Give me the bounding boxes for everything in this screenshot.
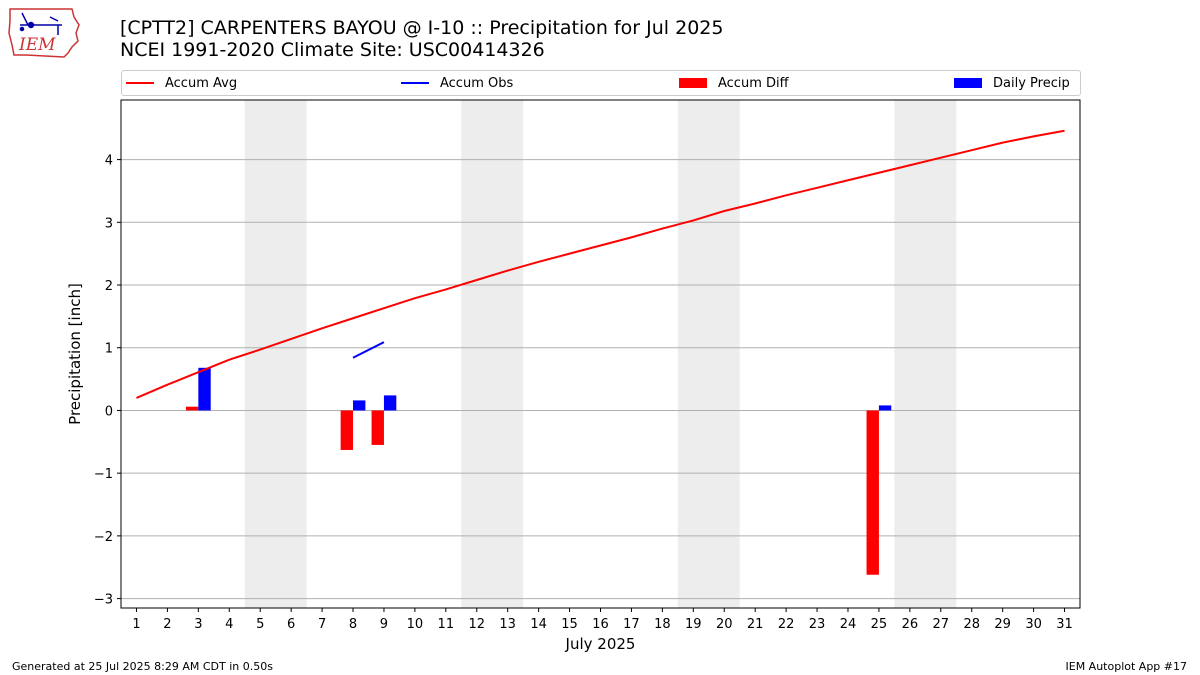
logo-text: IEM	[18, 35, 56, 55]
x-tick-label: 9	[380, 617, 388, 632]
legend-item-daily-precip: Daily Precip	[954, 71, 1070, 95]
x-tick-label: 19	[685, 617, 702, 632]
x-tick-label: 17	[623, 617, 640, 632]
daily-precip-bar	[878, 405, 892, 411]
x-tick-label: 22	[778, 617, 795, 632]
y-tick-label: −2	[94, 530, 113, 545]
legend-label-accum-avg: Accum Avg	[165, 75, 238, 91]
footer-app: IEM Autoplot App #17	[1065, 660, 1188, 673]
x-tick-label: 6	[287, 617, 295, 632]
iowa-outline-icon	[8, 8, 80, 58]
legend-label-daily-precip: Daily Precip	[993, 75, 1070, 91]
chart-title: [CPTT2] CARPENTERS BAYOU @ I-10 :: Preci…	[120, 17, 724, 39]
weekend-shading	[244, 100, 957, 608]
iem-logo: IEM	[8, 8, 80, 58]
legend-item-accum-avg: Accum Avg	[126, 71, 237, 95]
x-tick-label: 25	[871, 617, 888, 632]
x-axis-ticks: 1 2 3 4 5 6 7 8 9 10 11 12 13 14 15 16 17 18 19 20 21 22 23 24 2…	[132, 608, 1073, 632]
x-tick-label: 27	[933, 617, 950, 632]
daily-precip-bar	[383, 395, 397, 411]
y-tick-label: 2	[105, 279, 113, 294]
x-tick-label: 23	[809, 617, 826, 632]
x-tick-label: 12	[468, 617, 485, 632]
chart-subtitle: NCEI 1991-2020 Climate Site: USC00414326	[120, 39, 545, 61]
accum-diff-bar	[185, 406, 199, 411]
x-tick-label: 20	[716, 617, 733, 632]
y-tick-label: −1	[94, 467, 113, 482]
x-tick-label: 1	[132, 617, 140, 632]
x-tick-label: 21	[747, 617, 764, 632]
y-tick-label: 3	[105, 216, 113, 231]
x-tick-label: 13	[499, 617, 516, 632]
y-gridlines	[121, 159, 1080, 600]
x-tick-label: 2	[163, 617, 171, 632]
x-tick-label: 5	[256, 617, 264, 632]
x-tick-label: 26	[902, 617, 919, 632]
footer-generated: Generated at 25 Jul 2025 8:29 AM CDT in …	[12, 660, 273, 673]
accum-diff-bar	[340, 410, 354, 450]
x-tick-label: 28	[963, 617, 980, 632]
x-tick-label: 7	[318, 617, 326, 632]
legend-swatch-daily-precip	[954, 78, 982, 88]
x-tick-label: 30	[1025, 617, 1042, 632]
daily-precip-bar	[198, 367, 211, 411]
legend-swatch-accum-obs	[401, 82, 429, 84]
accum-diff-bar	[371, 410, 384, 445]
x-tick-label: 10	[407, 617, 424, 632]
legend-swatch-accum-diff	[679, 78, 707, 88]
y-axis-label: Precipitation [inch]	[66, 283, 84, 425]
accum-obs-line	[352, 341, 385, 359]
y-tick-label: 0	[105, 404, 113, 419]
legend: Accum Avg Accum Obs Accum Diff Daily Pre…	[121, 70, 1081, 96]
weekend-band	[677, 100, 740, 608]
x-tick-label: 14	[530, 617, 547, 632]
y-tick-label: 1	[105, 342, 113, 357]
daily-precip-bar	[353, 400, 366, 411]
x-tick-label: 15	[561, 617, 578, 632]
series-lines	[136, 129, 1065, 399]
x-axis-label: July 2025	[565, 635, 636, 653]
x-tick-label: 11	[438, 617, 455, 632]
weekend-band	[244, 100, 307, 608]
x-tick-label: 29	[994, 617, 1011, 632]
x-tick-label: 4	[225, 617, 233, 632]
legend-item-accum-diff: Accum Diff	[679, 71, 789, 95]
legend-item-accum-obs: Accum Obs	[401, 71, 513, 95]
legend-label-accum-obs: Accum Obs	[440, 75, 514, 91]
x-tick-label: 3	[194, 617, 202, 632]
weekend-band	[894, 100, 957, 608]
y-tick-label: −3	[94, 593, 113, 608]
x-tick-label: 8	[349, 617, 357, 632]
weather-station-icon	[19, 12, 62, 35]
weekend-band	[461, 100, 524, 608]
accum-avg-line	[136, 129, 1065, 399]
legend-swatch-accum-avg	[126, 82, 154, 84]
bars	[185, 367, 892, 575]
accum-diff-bar	[866, 410, 879, 575]
x-tick-label: 24	[840, 617, 857, 632]
legend-label-accum-diff: Accum Diff	[718, 75, 789, 91]
x-tick-label: 31	[1056, 617, 1073, 632]
x-tick-label: 18	[654, 617, 671, 632]
y-axis-ticks: −3 −2 −1 0 1 2 3 4	[94, 154, 121, 608]
y-tick-label: 4	[105, 154, 113, 169]
x-tick-label: 16	[592, 617, 609, 632]
